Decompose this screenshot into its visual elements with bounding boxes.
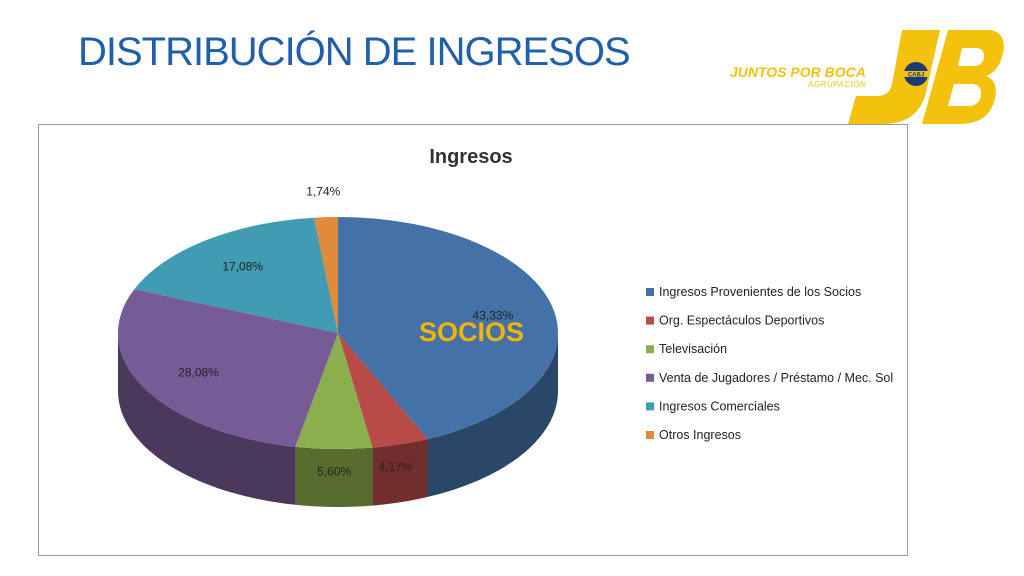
legend-label: Ingresos Provenientes de los Socios <box>659 285 861 299</box>
jb-monogram-icon: CABJ <box>848 30 1004 124</box>
legend-label: Televisación <box>659 342 727 356</box>
legend-label: Org. Espectáculos Deportivos <box>659 314 824 328</box>
legend-swatch <box>646 345 654 354</box>
pie-data-label: 43,33% <box>473 309 514 323</box>
pie-slice <box>314 217 338 333</box>
chart-legend: Ingresos Provenientes de los Socios Org. … <box>646 285 893 442</box>
juntos-por-boca-logo: JUNTOS POR BOCA AGRUPACIÓN CABJ <box>726 26 1006 128</box>
pie-data-label: 4,17% <box>378 460 412 474</box>
pie-data-label: 28,08% <box>178 366 219 380</box>
logo-subtext: AGRUPACIÓN <box>808 80 867 89</box>
pie-slice <box>134 217 338 333</box>
legend-swatch <box>646 373 654 382</box>
pie-slice <box>295 333 373 450</box>
logo-text: JUNTOS POR BOCA <box>730 64 866 80</box>
pie-data-label: 17,08% <box>222 259 263 273</box>
chart-frame: Ingresos 43,33% 4,17% 5,60% 28,08% 17,08% 1,7… <box>38 124 908 556</box>
chart-title: Ingresos <box>429 146 512 168</box>
legend-label: Otros Ingresos <box>659 428 741 442</box>
pie-slice-side <box>295 446 373 507</box>
slide-title: DISTRIBUCIÓN DE INGRESOS <box>78 30 631 74</box>
pie-chart: Ingresos 43,33% 4,17% 5,60% 28,08% 17,08% 1,7… <box>117 146 893 507</box>
pie-data-label: 1,74% <box>306 185 340 199</box>
legend-swatch <box>646 288 654 296</box>
legend-swatch <box>646 431 654 439</box>
legend-swatch <box>646 402 654 411</box>
pie-slice <box>338 333 428 448</box>
pie-slice <box>117 289 339 447</box>
legend-swatch <box>646 316 654 325</box>
pie-data-label: 5,60% <box>317 465 351 479</box>
legend-label: Venta de Jugadores / Préstamo / Mec. Sol <box>659 371 893 385</box>
socios-annotation: SOCIOS <box>419 317 525 347</box>
pie-slice-side <box>372 438 428 506</box>
pie-slice <box>338 217 558 439</box>
pie-slice-side <box>427 333 558 497</box>
pie-slice-side <box>118 333 296 505</box>
legend-label: Ingresos Comerciales <box>659 399 780 413</box>
svg-text:CABJ: CABJ <box>908 73 924 79</box>
